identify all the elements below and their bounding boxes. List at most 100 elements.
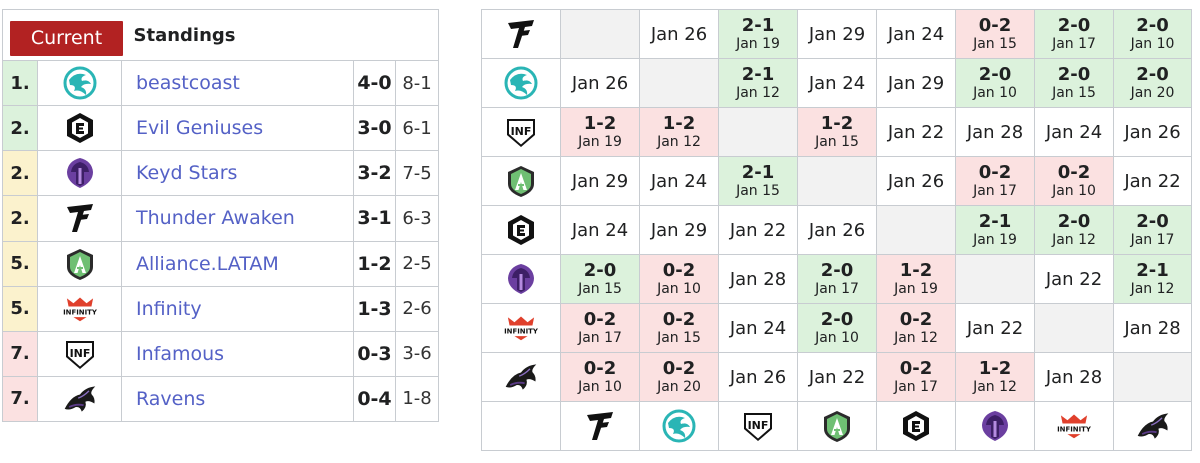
team-name-link[interactable]: beastcoast [121, 60, 354, 107]
match-score: 2-1 [741, 161, 775, 183]
scheduled-match-cell[interactable]: Jan 24 [797, 58, 877, 108]
ravens-logo-icon[interactable] [62, 381, 98, 417]
scheduled-match-cell[interactable]: Jan 26 [797, 205, 877, 255]
loss-result-cell[interactable]: 1-2 Jan 12 [639, 107, 719, 157]
thunderawaken-logo-icon[interactable] [503, 16, 539, 52]
scheduled-match-cell[interactable]: Jan 26 [639, 9, 719, 59]
alliance-logo-icon[interactable] [503, 163, 539, 199]
infamous-logo-icon[interactable]: INF [503, 114, 539, 150]
scheduled-match-cell[interactable]: Jan 28 [955, 107, 1035, 157]
win-result-cell[interactable]: 2-0 Jan 10 [955, 58, 1035, 108]
rank-cell: 2. [2, 195, 38, 242]
loss-result-cell[interactable]: 0-2 Jan 20 [639, 352, 719, 402]
loss-result-cell[interactable]: 0-2 Jan 10 [639, 254, 719, 304]
infinity-logo-icon[interactable]: INFINITY [62, 291, 98, 327]
loss-result-cell[interactable]: 0-2 Jan 15 [955, 9, 1035, 59]
win-result-cell[interactable]: 2-0 Jan 10 [797, 303, 877, 353]
loss-result-cell[interactable]: 0-2 Jan 12 [876, 303, 956, 353]
win-result-cell[interactable]: 2-0 Jan 20 [1113, 58, 1192, 108]
alliance-logo-icon[interactable] [819, 408, 855, 444]
loss-result-cell[interactable]: 1-2 Jan 12 [955, 352, 1035, 402]
win-result-cell[interactable]: 2-0 Jan 10 [1113, 9, 1192, 59]
beastcoast-logo-icon[interactable] [62, 65, 98, 101]
scheduled-match-cell[interactable]: Jan 24 [718, 303, 798, 353]
win-result-cell[interactable]: 2-0 Jan 15 [560, 254, 640, 304]
infamous-logo-icon[interactable]: INF [62, 336, 98, 372]
loss-result-cell[interactable]: 1-2 Jan 19 [876, 254, 956, 304]
loss-result-cell[interactable]: 0-2 Jan 10 [560, 352, 640, 402]
team-name-link[interactable]: Alliance.LATAM [121, 240, 354, 287]
scheduled-match-cell[interactable]: Jan 24 [639, 156, 719, 206]
team-name-link[interactable]: Infinity [121, 285, 354, 332]
team-name-link[interactable]: Ravens [121, 375, 354, 423]
infinity-logo-icon[interactable]: INFINITY [503, 310, 539, 346]
match-score: 2-1 [741, 14, 775, 36]
keydstars-logo-icon[interactable] [977, 408, 1013, 444]
win-result-cell[interactable]: 2-1 Jan 19 [718, 9, 798, 59]
crosstable-row: 2-0 Jan 15 0-2 Jan 10 Jan 28 2-0 Jan 17 1-2 Jan … [481, 254, 1192, 304]
team-name-link[interactable]: Infamous [121, 330, 354, 377]
scheduled-match-cell[interactable]: Jan 24 [560, 205, 640, 255]
scheduled-match-cell[interactable]: Jan 29 [876, 58, 956, 108]
scheduled-match-cell[interactable]: Jan 24 [876, 9, 956, 59]
scheduled-match-cell[interactable]: Jan 28 [1034, 352, 1114, 402]
ravens-logo-icon[interactable] [1135, 408, 1171, 444]
thunderawaken-logo-icon[interactable] [582, 408, 618, 444]
loss-result-cell[interactable]: 1-2 Jan 19 [560, 107, 640, 157]
scheduled-match-cell[interactable]: Jan 29 [639, 205, 719, 255]
scheduled-match-cell[interactable]: Jan 29 [797, 9, 877, 59]
team-name-link[interactable]: Keyd Stars [121, 150, 354, 197]
win-result-cell[interactable]: 2-0 Jan 12 [1034, 205, 1114, 255]
evilgeniuses-logo-icon[interactable] [503, 212, 539, 248]
scheduled-match-cell[interactable]: Jan 26 [876, 156, 956, 206]
scheduled-match-cell[interactable]: Jan 22 [955, 303, 1035, 353]
scheduled-match-cell[interactable]: Jan 22 [797, 352, 877, 402]
team-logo-cell [37, 150, 122, 197]
team-name-link[interactable]: Thunder Awaken [121, 195, 354, 242]
win-result-cell[interactable]: 2-0 Jan 15 [1034, 58, 1114, 108]
team-name-link[interactable]: Evil Geniuses [121, 105, 354, 152]
current-button[interactable]: Current [10, 21, 123, 57]
match-date: Jan 10 [578, 378, 622, 395]
scheduled-match-cell[interactable]: Jan 22 [1113, 156, 1192, 206]
beastcoast-logo-icon[interactable] [503, 65, 539, 101]
win-result-cell[interactable]: 2-0 Jan 17 [1113, 205, 1192, 255]
win-result-cell[interactable]: 2-1 Jan 12 [1113, 254, 1192, 304]
win-result-cell[interactable]: 2-1 Jan 12 [718, 58, 798, 108]
loss-result-cell[interactable]: 0-2 Jan 10 [1034, 156, 1114, 206]
ravens-logo-icon[interactable] [503, 359, 539, 395]
match-date: Jan 26 [729, 366, 787, 388]
win-result-cell[interactable]: 2-1 Jan 15 [718, 156, 798, 206]
loss-result-cell[interactable]: 0-2 Jan 17 [955, 156, 1035, 206]
scheduled-match-cell[interactable]: Jan 26 [1113, 107, 1192, 157]
infamous-logo-icon[interactable]: INF [740, 408, 776, 444]
alliance-logo-icon[interactable] [62, 246, 98, 282]
empty-corner-cell [481, 401, 561, 451]
scheduled-match-cell[interactable]: Jan 22 [718, 205, 798, 255]
evilgeniuses-logo-icon[interactable] [62, 110, 98, 146]
infinity-logo-icon[interactable]: INFINITY [1056, 408, 1092, 444]
loss-result-cell[interactable]: 1-2 Jan 15 [797, 107, 877, 157]
scheduled-match-cell[interactable]: Jan 26 [718, 352, 798, 402]
row-team-logo-cell [481, 352, 561, 402]
keydstars-logo-icon[interactable] [62, 155, 98, 191]
scheduled-match-cell[interactable]: Jan 22 [1034, 254, 1114, 304]
scheduled-match-cell[interactable]: Jan 28 [718, 254, 798, 304]
scheduled-match-cell[interactable]: Jan 24 [1034, 107, 1114, 157]
scheduled-match-cell[interactable]: Jan 29 [560, 156, 640, 206]
scheduled-match-cell[interactable]: Jan 26 [560, 58, 640, 108]
win-result-cell[interactable]: 2-0 Jan 17 [1034, 9, 1114, 59]
scheduled-match-cell[interactable]: Jan 22 [876, 107, 956, 157]
beastcoast-logo-icon[interactable] [661, 408, 697, 444]
keydstars-logo-icon[interactable] [503, 261, 539, 297]
win-result-cell[interactable]: 2-0 Jan 17 [797, 254, 877, 304]
evilgeniuses-logo-icon[interactable] [898, 408, 934, 444]
match-score: 2-0 [1057, 63, 1091, 85]
scheduled-match-cell[interactable]: Jan 28 [1113, 303, 1192, 353]
loss-result-cell[interactable]: 0-2 Jan 17 [560, 303, 640, 353]
loss-result-cell[interactable]: 0-2 Jan 17 [876, 352, 956, 402]
game-record: 3-6 [394, 330, 440, 377]
win-result-cell[interactable]: 2-1 Jan 19 [955, 205, 1035, 255]
thunderawaken-logo-icon[interactable] [62, 200, 98, 236]
loss-result-cell[interactable]: 0-2 Jan 15 [639, 303, 719, 353]
